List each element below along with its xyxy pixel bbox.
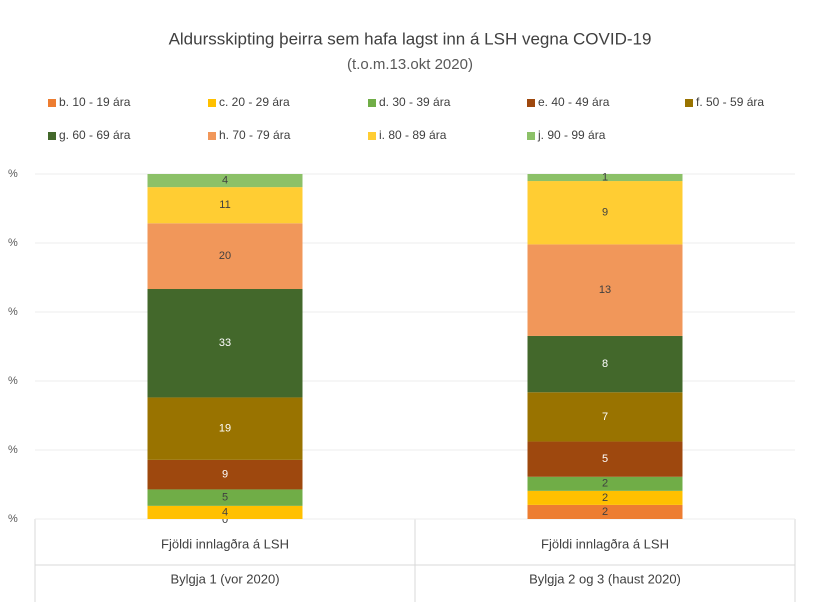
chart-subtitle: (t.o.m.13.okt 2020) <box>347 56 473 73</box>
bar-segment <box>527 476 683 491</box>
legend-swatch <box>527 99 535 107</box>
data-label: 13 <box>599 284 611 296</box>
bar-segment <box>147 187 303 224</box>
data-label: 4 <box>222 506 228 518</box>
y-tick-label: % <box>8 306 18 318</box>
data-label: 5 <box>222 492 228 504</box>
bar-segment <box>527 392 683 442</box>
chart-title: Aldursskipting þeirra sem hafa lagst inn… <box>169 29 652 48</box>
legend-label: f. 50 - 59 ára <box>696 95 764 109</box>
data-label: 11 <box>219 199 230 211</box>
legend-label: b. 10 - 19 ára <box>59 95 131 109</box>
legend-swatch <box>208 132 216 140</box>
bar-segment <box>527 181 683 245</box>
data-label: 20 <box>219 250 231 262</box>
data-label: 8 <box>602 358 608 370</box>
data-label: 19 <box>219 423 231 435</box>
data-label: 33 <box>219 337 231 349</box>
y-tick-label: % <box>8 168 18 180</box>
legend-label: e. 40 - 49 ára <box>538 95 610 109</box>
legend-swatch <box>48 99 56 107</box>
y-tick-label: % <box>8 513 18 525</box>
y-tick-label: % <box>8 444 18 456</box>
legend-swatch <box>368 99 376 107</box>
data-label: 9 <box>602 207 608 219</box>
legend-label: c. 20 - 29 ára <box>219 95 290 109</box>
data-label: 1 <box>602 171 608 183</box>
category-table <box>34 519 796 602</box>
bar-segment <box>147 289 303 398</box>
bar-segment <box>147 489 303 506</box>
data-label: 2 <box>602 506 608 518</box>
bar-segment <box>147 223 303 289</box>
bar-segment <box>527 244 683 336</box>
legend-swatch <box>685 99 693 107</box>
y-tick-label: % <box>8 375 18 387</box>
data-label: 0 <box>222 514 228 526</box>
y-tick-label: % <box>8 237 18 249</box>
bar-segment <box>147 397 303 460</box>
data-label: 4 <box>222 174 228 186</box>
bar-segment <box>147 174 303 188</box>
x-tick-label: Bylgja 1 (vor 2020) <box>170 571 279 586</box>
legend-label: h. 70 - 79 ára <box>219 128 291 142</box>
bar-segment <box>147 505 303 519</box>
x-subcategory-label: Fjöldi innlagðra á LSH <box>161 536 289 551</box>
bar-segment <box>527 490 683 505</box>
data-label: 5 <box>602 453 608 465</box>
bar-segment <box>147 459 303 490</box>
data-label: 2 <box>602 492 608 504</box>
legend-label: j. 90 - 99 ára <box>537 128 606 142</box>
legend-swatch <box>208 99 216 107</box>
legend-label: g. 60 - 69 ára <box>59 128 131 142</box>
legend-swatch <box>527 132 535 140</box>
bar-segment <box>527 504 683 519</box>
data-label: 9 <box>222 469 228 481</box>
legend-label: d. 30 - 39 ára <box>379 95 451 109</box>
data-label: 7 <box>602 411 608 423</box>
legend-swatch <box>368 132 376 140</box>
x-tick-label: Bylgja 2 og 3 (haust 2020) <box>529 571 681 586</box>
bar-segment <box>527 174 683 182</box>
bar-segment <box>527 335 683 393</box>
data-label: 2 <box>602 478 608 490</box>
legend-label: i. 80 - 89 ára <box>379 128 447 142</box>
legend-swatch <box>48 132 56 140</box>
x-subcategory-label: Fjöldi innlagðra á LSH <box>541 536 669 551</box>
bar-segment <box>527 441 683 477</box>
